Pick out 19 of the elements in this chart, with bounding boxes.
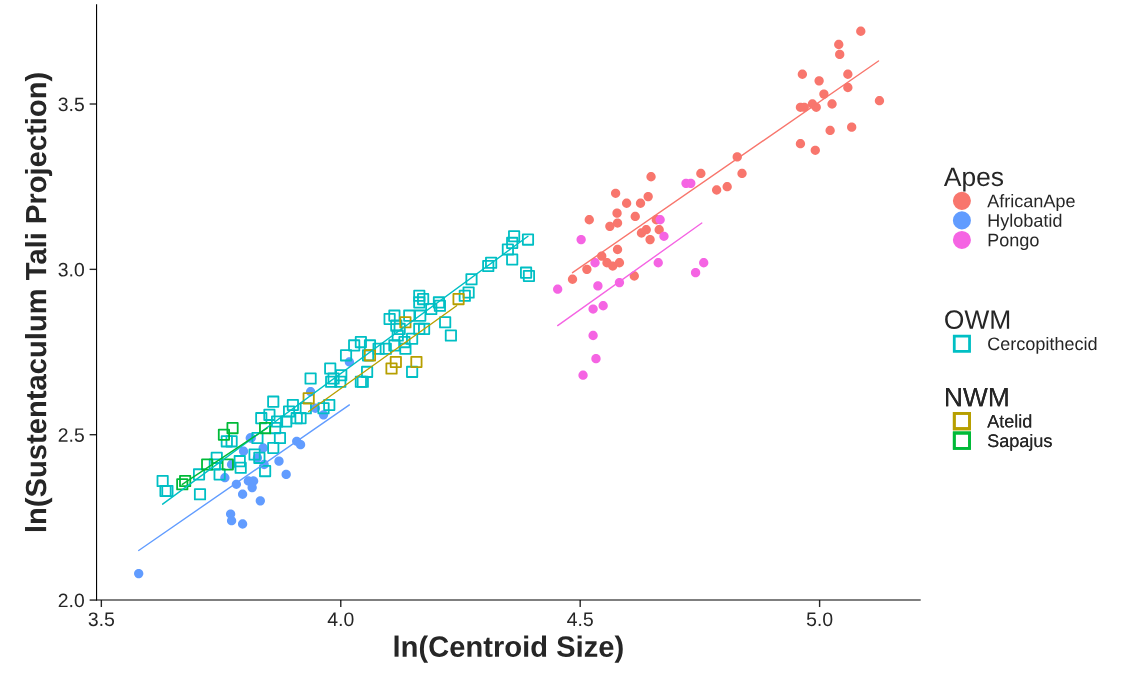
y-axis-title: ln(Sustentaculum Tali Projection) xyxy=(24,73,53,532)
text: Apes xyxy=(943,167,1004,192)
legend-label: Hylobatid xyxy=(988,213,1062,231)
x-axis-title: ln(Centroid Size) xyxy=(394,635,623,663)
text: NWM xyxy=(946,388,1008,407)
legend-label: Cercopithecid xyxy=(988,336,1097,354)
legend-label: Sapajus xyxy=(988,433,1052,451)
x-tick-label: 4.5 xyxy=(567,612,593,627)
y-tick-label: 3.5 xyxy=(58,97,84,112)
text: OWM xyxy=(945,310,1010,330)
legend-label: Atelid xyxy=(987,414,1032,428)
legend-label: AfricanApe xyxy=(987,194,1075,211)
x-tick-label: 5.0 xyxy=(806,612,833,627)
y-tick-label: 2.5 xyxy=(58,428,84,442)
legend-label: Pongo xyxy=(988,233,1039,250)
x-tick-label: 3.5 xyxy=(88,612,115,627)
x-tick-label: 4.0 xyxy=(327,612,354,627)
y-tick-label: 3.0 xyxy=(58,262,84,277)
y-tick-label: 2.0 xyxy=(58,593,84,608)
